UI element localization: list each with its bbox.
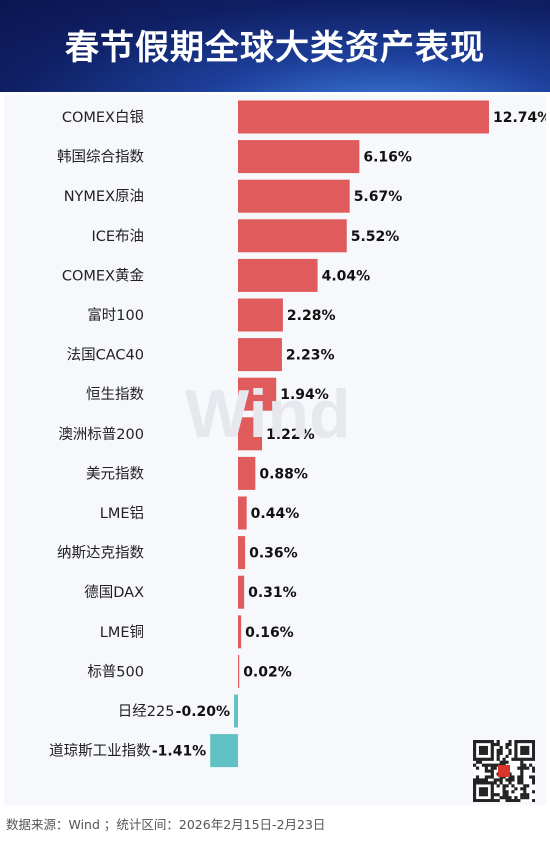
value-label: 0.02% xyxy=(243,664,292,680)
category-label: 德国DAX xyxy=(84,584,144,601)
category-label: 法国CAC40 xyxy=(67,347,144,364)
value-label: 12.74% xyxy=(493,110,546,126)
value-label: 1.94% xyxy=(280,387,329,403)
value-label: 0.31% xyxy=(248,585,297,601)
category-label: 富时100 xyxy=(87,306,144,324)
value-label: -1.41% xyxy=(152,744,206,760)
bar-0 xyxy=(238,100,489,134)
value-label: 5.52% xyxy=(351,229,400,245)
category-label: NYMEX原油 xyxy=(64,188,144,205)
bar-8 xyxy=(238,417,263,451)
bar-12 xyxy=(238,575,245,609)
value-label: -0.20% xyxy=(176,704,230,720)
bar-15 xyxy=(234,694,238,728)
category-label: 标普500 xyxy=(87,663,144,680)
chart-area: COMEX白银 12.74% 韩国综合指数 6.16% NYMEX原油 5.67% ICE布… xyxy=(4,95,550,805)
value-label: 0.44% xyxy=(251,506,300,522)
bar-11 xyxy=(238,536,246,570)
category-label: LME铝 xyxy=(100,505,144,522)
value-label: 4.04% xyxy=(322,268,371,284)
bar-13 xyxy=(238,615,242,649)
value-label: 0.88% xyxy=(259,466,308,482)
value-label: 2.28% xyxy=(287,308,336,324)
value-label: 5.67% xyxy=(354,189,403,205)
value-label: 0.16% xyxy=(245,625,294,641)
category-label: 韩国综合指数 xyxy=(57,149,144,166)
category-label: 纳斯达克指数 xyxy=(57,545,144,562)
bar-4 xyxy=(238,258,318,292)
bar-2 xyxy=(238,179,350,213)
category-label: 恒生指数 xyxy=(86,386,144,403)
qr-code-icon xyxy=(473,740,536,803)
category-label: 美元指数 xyxy=(86,465,144,482)
bar-10 xyxy=(238,496,247,530)
page-title: 春节假期全球大类资产表现 xyxy=(65,28,485,68)
value-label: 1.22% xyxy=(266,427,315,443)
header-banner: 春节假期全球大类资产表现 xyxy=(0,0,550,92)
category-label: LME铜 xyxy=(100,624,144,641)
bar-1 xyxy=(238,140,360,174)
category-label: COMEX黄金 xyxy=(62,267,145,284)
source-note: 数据来源：Wind ；统计区间：2026年2月15日-2月23日 xyxy=(6,817,326,832)
bar-7 xyxy=(238,377,277,411)
category-label: COMEX白银 xyxy=(62,109,145,126)
watermark-logo: Wind xyxy=(185,376,351,452)
value-label: 2.23% xyxy=(286,348,335,364)
category-label: 日经225 xyxy=(118,703,175,720)
category-label: 澳洲标普200 xyxy=(58,426,144,443)
bar-16 xyxy=(210,734,238,768)
value-label: 0.36% xyxy=(249,546,298,562)
bar-14 xyxy=(238,654,240,688)
bar-chart: COMEX白银 12.74% 韩国综合指数 6.16% NYMEX原油 5.67% ICE布… xyxy=(49,100,550,768)
category-label: 道琼斯工业指数 xyxy=(49,743,151,760)
bar-6 xyxy=(238,338,282,372)
category-label: ICE布油 xyxy=(91,228,144,245)
bar-9 xyxy=(238,456,256,490)
value-label: 6.16% xyxy=(363,150,412,166)
bar-5 xyxy=(238,298,283,332)
bar-3 xyxy=(238,219,347,253)
